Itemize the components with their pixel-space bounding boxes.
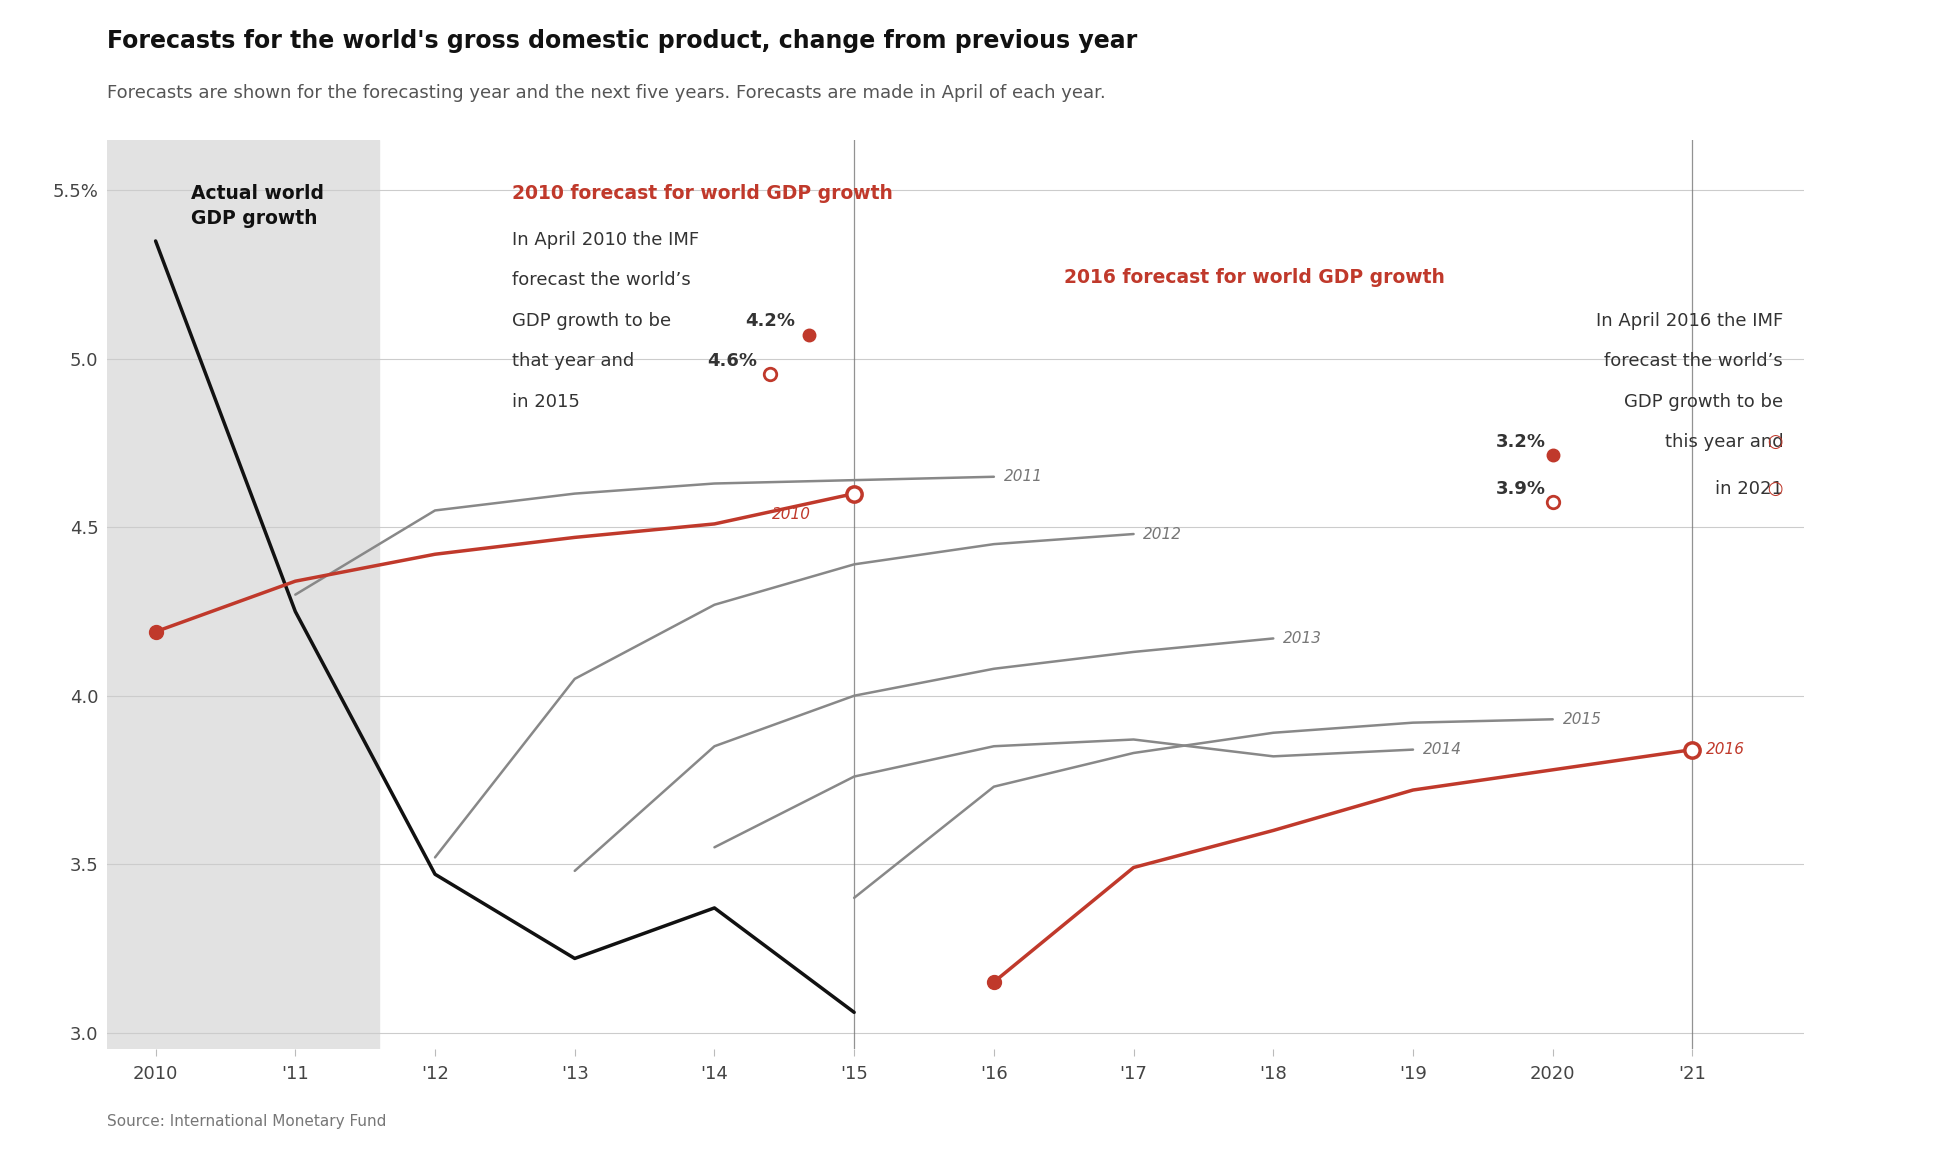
- Text: In April 2010 the IMF: In April 2010 the IMF: [512, 231, 698, 248]
- Text: that year and: that year and: [512, 352, 640, 370]
- Text: 2010 forecast for world GDP growth: 2010 forecast for world GDP growth: [512, 184, 892, 203]
- Text: GDP growth to be: GDP growth to be: [1623, 393, 1782, 410]
- Text: Forecasts are shown for the forecasting year and the next five years. Forecasts : Forecasts are shown for the forecasting …: [107, 84, 1105, 101]
- Text: 2016 forecast for world GDP growth: 2016 forecast for world GDP growth: [1063, 268, 1445, 287]
- Text: forecast the world’s: forecast the world’s: [1604, 352, 1782, 370]
- Text: 2011: 2011: [1002, 469, 1041, 484]
- Text: In April 2016 the IMF: In April 2016 the IMF: [1596, 311, 1782, 330]
- Text: forecast the world’s: forecast the world’s: [512, 272, 690, 289]
- Text: 3.9%: 3.9%: [1495, 480, 1545, 498]
- Text: 4.2%: 4.2%: [745, 311, 795, 330]
- Text: 2014: 2014: [1421, 742, 1460, 757]
- Text: in 2015: in 2015: [512, 393, 580, 410]
- Text: Forecasts for the world's gross domestic product, change from previous year: Forecasts for the world's gross domestic…: [107, 29, 1136, 54]
- Text: Actual world
GDP growth: Actual world GDP growth: [190, 184, 324, 227]
- Text: 2016: 2016: [1706, 742, 1745, 757]
- Text: ○: ○: [1761, 480, 1782, 498]
- Text: GDP growth to be: GDP growth to be: [512, 311, 677, 330]
- Text: 2010: 2010: [772, 507, 811, 522]
- Text: 2015: 2015: [1561, 711, 1602, 726]
- Text: this year and: this year and: [1664, 433, 1782, 451]
- Bar: [107, 140, 378, 1049]
- Text: 2012: 2012: [1142, 527, 1181, 541]
- Text: 4.6%: 4.6%: [708, 352, 756, 370]
- Text: Source: International Monetary Fund: Source: International Monetary Fund: [107, 1114, 386, 1129]
- Text: ○: ○: [1761, 433, 1782, 451]
- Text: 2013: 2013: [1282, 631, 1320, 646]
- Text: in 2021: in 2021: [1714, 480, 1782, 498]
- Text: 3.2%: 3.2%: [1495, 433, 1545, 451]
